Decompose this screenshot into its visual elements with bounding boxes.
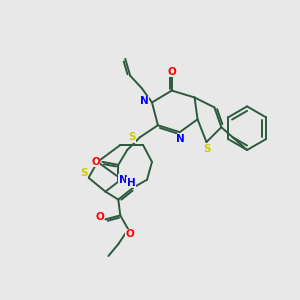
Text: N: N: [176, 134, 185, 144]
Text: O: O: [91, 157, 100, 167]
Text: H: H: [127, 178, 136, 188]
Text: O: O: [167, 67, 176, 77]
Text: O: O: [95, 212, 104, 222]
Text: S: S: [204, 144, 211, 154]
Text: S: S: [80, 168, 87, 178]
Text: S: S: [128, 132, 136, 142]
Text: N: N: [140, 97, 148, 106]
Text: O: O: [126, 229, 135, 239]
Text: N: N: [119, 175, 128, 185]
